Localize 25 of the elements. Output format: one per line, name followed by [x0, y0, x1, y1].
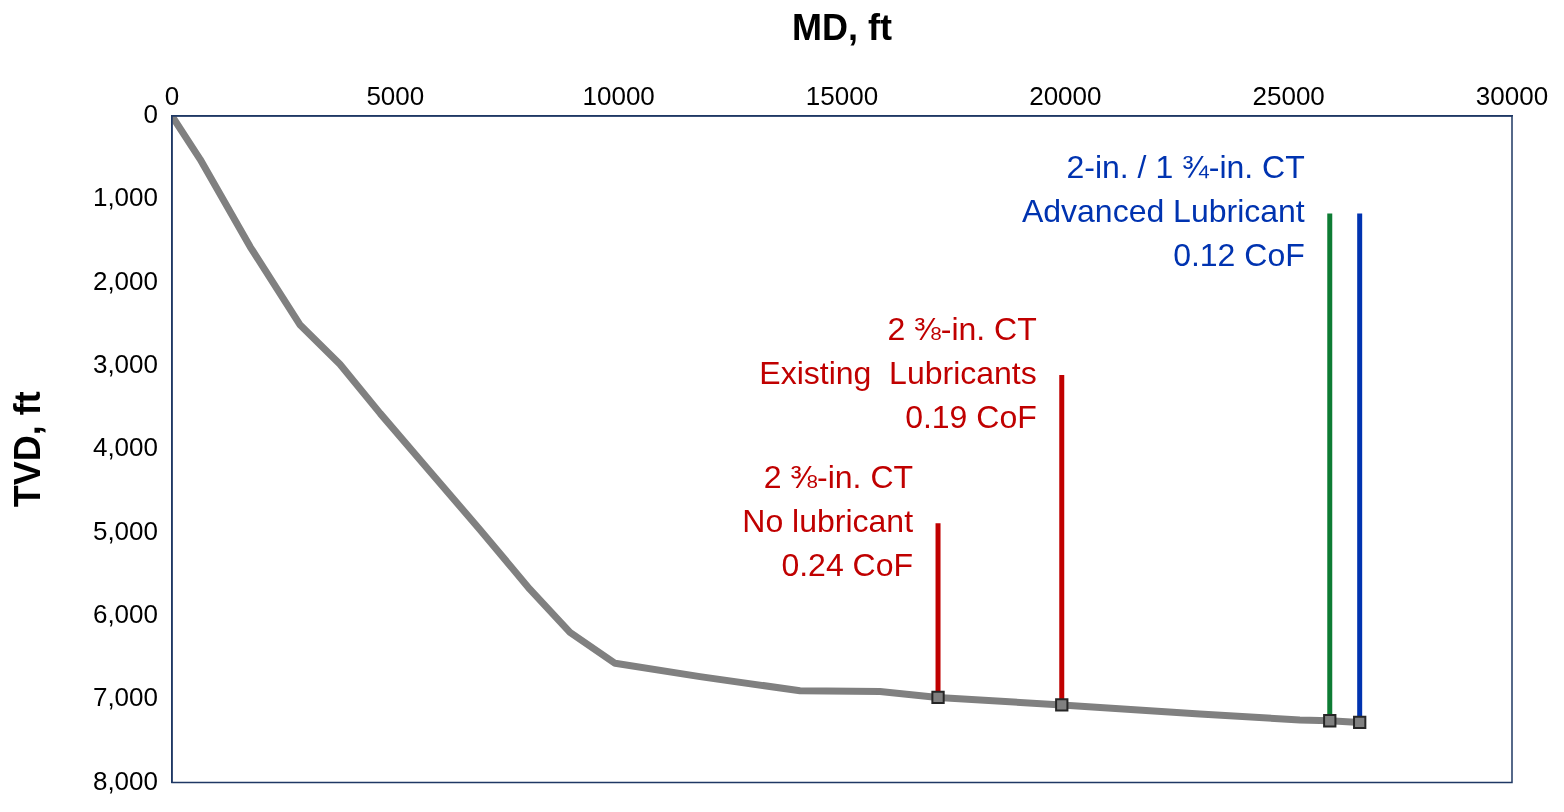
x-tick-label: 5000: [366, 80, 425, 111]
point: [1055, 698, 1069, 712]
y-tick-label: 4,000: [92, 432, 158, 463]
x-tick-label: 20000: [1029, 80, 1102, 111]
point: [1323, 714, 1337, 728]
point: [931, 690, 945, 705]
x-tick-label: 15000: [805, 80, 879, 111]
y-tick-label: 6,000: [92, 598, 158, 629]
x-axis-title: MD, ft: [792, 6, 892, 48]
y-tick-label: 7,000: [92, 682, 158, 713]
x-tick-label: 10000: [582, 80, 655, 111]
y-tick-label: 5,000: [92, 515, 158, 546]
annotation: 2 ⅜-in. CT Existing Lubricants 0.19 CoF: [759, 310, 1037, 435]
point: [1353, 715, 1367, 730]
x-tick-label: 0: [164, 80, 180, 111]
x-tick-label: 25000: [1252, 80, 1325, 111]
annotation: 2-in. / 1 ¾-in. CT Advanced Lubricant 0.12 CoF: [1021, 149, 1305, 274]
y-tick-label: 8,000: [92, 765, 158, 796]
y-axis-title: TVD, ft: [6, 391, 48, 508]
y-tick-label: 1,000: [92, 182, 158, 213]
y-tick-label: 2,000: [92, 265, 158, 296]
annotation: 2 ⅜-in. CT No lubricant 0.24 CoF: [742, 459, 914, 584]
x-tick-label: 30000: [1475, 80, 1549, 111]
y-tick-label: 3,000: [92, 349, 158, 380]
y-tick-label: 0: [143, 99, 158, 130]
